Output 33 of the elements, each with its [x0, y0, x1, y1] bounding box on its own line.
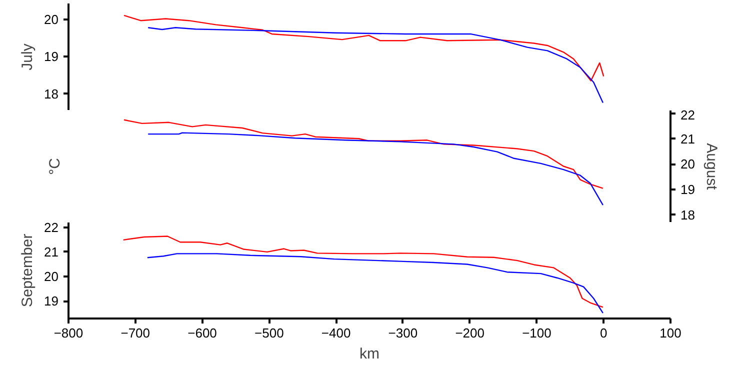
- y-tick-label: 18: [680, 207, 695, 222]
- line-series: [148, 27, 604, 104]
- y-tick-label: 22: [44, 220, 59, 235]
- x-tick-label: −400: [321, 326, 351, 340]
- line-series: [123, 14, 604, 82]
- x-tick-label: −700: [120, 326, 150, 340]
- x-tick-label: −200: [455, 326, 484, 340]
- y-tick-label: 21: [44, 244, 59, 260]
- x-tick-label: −100: [522, 326, 552, 340]
- x-tick-label: −800: [54, 326, 84, 340]
- y-tick-label: 21: [680, 131, 695, 146]
- line-series: [148, 132, 604, 206]
- line-series: [146, 253, 604, 314]
- x-tick-label: 100: [660, 326, 682, 340]
- y-tick-label: 19: [44, 294, 59, 309]
- y-tick-label: 20: [44, 269, 59, 284]
- line-series: [123, 119, 604, 189]
- x-axis-title: km: [360, 346, 380, 362]
- y-tick-label: 19: [680, 182, 695, 198]
- y-tick-label: 20: [44, 12, 59, 27]
- x-tick-label: 0: [600, 326, 608, 340]
- x-tick-label: −300: [388, 326, 418, 340]
- y-tick-label: 18: [44, 86, 59, 102]
- x-tick-label: −500: [254, 326, 284, 340]
- y-tick-label: 19: [44, 49, 59, 64]
- x-tick-label: −600: [188, 326, 217, 340]
- y-axis-title: September: [19, 234, 36, 308]
- line-series: [122, 236, 604, 308]
- text: °C: [46, 158, 64, 175]
- y-tick-label: 22: [680, 108, 695, 122]
- y-axis-title: August: [702, 143, 720, 191]
- y-tick-label: 20: [680, 156, 695, 172]
- y-axis-title: July: [19, 43, 36, 70]
